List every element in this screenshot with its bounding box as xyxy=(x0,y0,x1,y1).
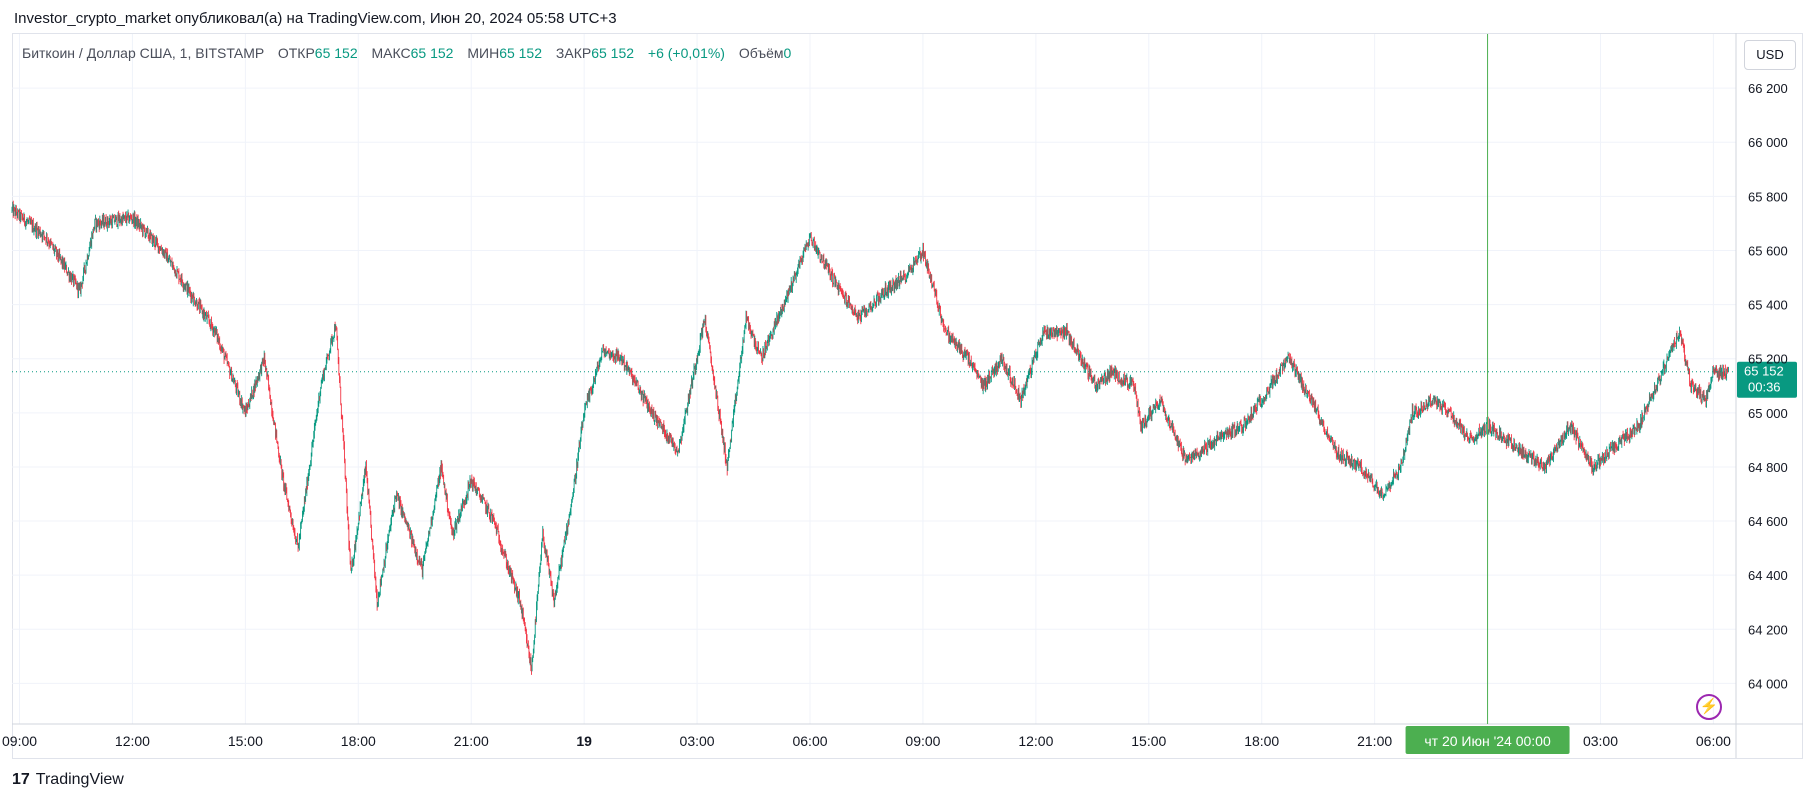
ohlc-legend: Биткоин / Доллар США, 1, BITSTAMP ОТКР65… xyxy=(22,45,791,61)
low-value: 65 152 xyxy=(499,45,543,61)
price-axis: 64 000 64 200 64 400 64 600 64 800 65 000 65 2… xyxy=(1748,81,1788,691)
change-value: +6 (+0,01%) xyxy=(647,45,725,61)
publish-caption: Investor_crypto_market опубликовал(а) на… xyxy=(14,10,617,27)
time-tick-label: 18:00 xyxy=(1244,733,1279,749)
close-label: ЗАКР xyxy=(555,45,592,61)
symbol-title[interactable]: Биткоин / Доллар США, 1, BITSTAMP xyxy=(22,45,264,61)
price-tick-label: 66 200 xyxy=(1748,81,1788,96)
time-tick-label: 12:00 xyxy=(115,733,150,749)
brand-name: TradingView xyxy=(35,771,124,788)
candles xyxy=(11,200,1729,675)
time-axis: 09:00 12:00 15:00 18:00 21:00 19 03:00 06:00 09:… xyxy=(2,733,1731,749)
open-label: ОТКР xyxy=(277,45,315,61)
time-tick-label: 06:00 xyxy=(792,733,827,749)
close-value: 65 152 xyxy=(591,45,635,61)
price-tick-label: 65 000 xyxy=(1748,406,1788,421)
time-tick-label: 15:00 xyxy=(1131,733,1166,749)
price-tick-label: 64 600 xyxy=(1748,514,1788,529)
price-tick-label: 65 800 xyxy=(1748,189,1788,204)
volume-label: Объём xyxy=(738,45,784,61)
high-label: МАКС xyxy=(371,45,411,61)
chart-pane[interactable] xyxy=(12,33,1803,759)
time-tick-label: 06:00 xyxy=(1696,733,1731,749)
time-tick-label: 15:00 xyxy=(228,733,263,749)
crosshair-time-label: чт 20 Июн '24 00:00 xyxy=(1424,733,1551,749)
price-tick-label: 64 400 xyxy=(1748,568,1788,583)
time-tick-label: 19 xyxy=(576,733,592,749)
price-tick-label: 65 400 xyxy=(1748,298,1788,313)
price-tick-label: 64 000 xyxy=(1748,676,1788,691)
time-tick-label: 18:00 xyxy=(341,733,376,749)
footer-brand[interactable]: 17 TradingView xyxy=(12,771,124,789)
price-tick-label: 65 600 xyxy=(1748,243,1788,258)
low-label: МИН xyxy=(467,45,500,61)
tradingview-logo-icon: 17 xyxy=(12,771,30,788)
last-price-tag xyxy=(1737,361,1797,398)
currency-button[interactable]: USD xyxy=(1744,40,1796,70)
price-tick-label: 66 000 xyxy=(1748,135,1788,150)
time-tick-label: 09:00 xyxy=(905,733,940,749)
time-tick-label: 21:00 xyxy=(454,733,489,749)
volume-value: 0 xyxy=(783,45,792,61)
time-tick-label: 09:00 xyxy=(2,733,37,749)
crosshair-time-tag xyxy=(1405,726,1570,754)
bar-countdown: 00:36 xyxy=(1748,380,1781,395)
price-tick-label: 64 800 xyxy=(1748,460,1788,475)
high-value: 65 152 xyxy=(410,45,454,61)
time-tick-label: 21:00 xyxy=(1357,733,1392,749)
price-tick-label: 65 200 xyxy=(1748,352,1788,367)
last-price-value: 65 152 xyxy=(1744,364,1784,379)
time-tick-label: 03:00 xyxy=(680,733,715,749)
time-tick-label: 12:00 xyxy=(1018,733,1053,749)
time-tick-label: 03:00 xyxy=(1583,733,1618,749)
open-value: 65 152 xyxy=(314,45,358,61)
lightning-icon[interactable]: ⚡ xyxy=(1696,694,1722,720)
grid-lines xyxy=(12,34,1736,724)
price-tick-label: 64 200 xyxy=(1748,622,1788,637)
